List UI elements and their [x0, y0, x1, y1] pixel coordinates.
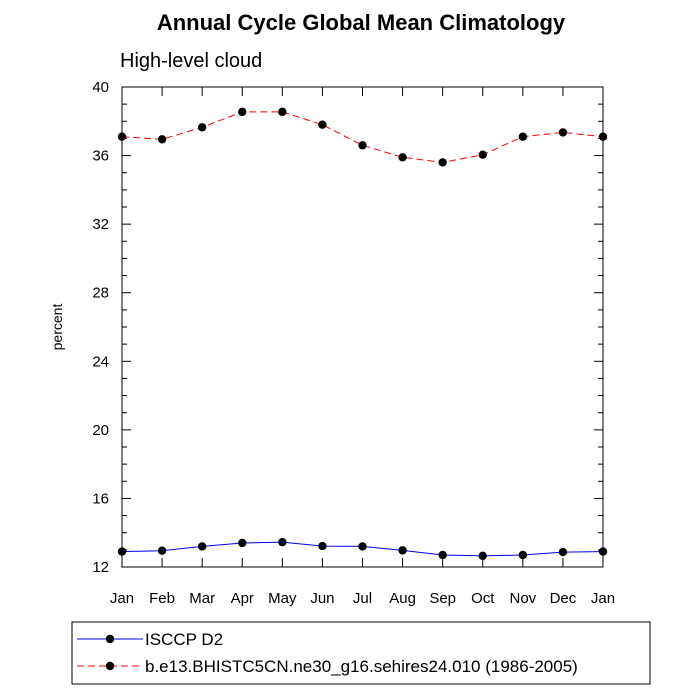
y-tick-label: 40 [92, 79, 109, 96]
x-tick-label: Jan [591, 590, 615, 607]
data-point [157, 135, 167, 144]
x-tick-label: Apr [231, 590, 254, 607]
chart-title: Annual Cycle Global Mean Climatology [157, 10, 566, 35]
y-tick-label: 32 [92, 216, 109, 233]
data-point [478, 551, 487, 561]
x-tick-label: Feb [149, 590, 175, 607]
y-tick-label: 24 [92, 353, 109, 370]
data-point [558, 128, 568, 137]
data-point [398, 546, 407, 555]
legend-marker [105, 661, 115, 671]
data-point [238, 538, 247, 548]
data-point [558, 547, 568, 557]
y-tick-label: 28 [92, 285, 109, 302]
x-tick-label: Oct [471, 590, 495, 607]
data-point [518, 550, 528, 560]
plot-frame [121, 86, 604, 568]
data-point [478, 150, 487, 159]
data-point [157, 546, 167, 555]
y-axis-label: percent [49, 304, 65, 351]
x-tick-label: Nov [509, 590, 536, 607]
data-point [197, 542, 207, 551]
data-point [438, 550, 447, 560]
series-1 [117, 537, 608, 561]
y-tick-label: 36 [92, 148, 109, 165]
data-point [398, 153, 407, 162]
data-point [358, 542, 367, 551]
legend: ISCCP D2 b.e13.BHISTC5CN.ne30_g16.sehires… [71, 621, 651, 685]
data-point [278, 537, 287, 547]
x-tick-label: May [268, 590, 297, 607]
y-tick-label: 20 [92, 422, 109, 439]
x-tick-label: Sep [429, 590, 456, 607]
data-point [318, 120, 327, 129]
legend-label: ISCCP D2 [145, 630, 223, 649]
series-line [121, 111, 604, 163]
data-point [438, 158, 447, 167]
x-tick-label: Aug [389, 590, 416, 607]
x-tick-label: Jun [310, 590, 334, 607]
series-layer [117, 107, 608, 561]
chart-subtitle: High-level cloud [120, 50, 262, 72]
y-tick-label: 16 [92, 490, 109, 507]
x-tick-label: Mar [189, 590, 215, 607]
x-tick-label: Dec [550, 590, 577, 607]
x-tick-label: Jan [110, 590, 134, 607]
axis-ticks-layer: 12 16 20 24 28 32 36 40 Jan Feb Mar Apr May Jun Jul Aug… [92, 79, 615, 607]
x-tick-label: Jul [353, 590, 372, 607]
legend-marker [105, 634, 115, 644]
legend-box [71, 621, 651, 685]
data-point [278, 107, 287, 117]
data-point [318, 541, 327, 551]
y-tick-label: 12 [92, 559, 109, 576]
data-point [197, 123, 207, 132]
legend-label: b.e13.BHISTC5CN.ne30_g16.sehires24.010 (… [145, 657, 578, 676]
data-point [238, 107, 247, 117]
data-point [358, 141, 367, 150]
series-2 [117, 107, 608, 167]
data-point [518, 132, 528, 141]
